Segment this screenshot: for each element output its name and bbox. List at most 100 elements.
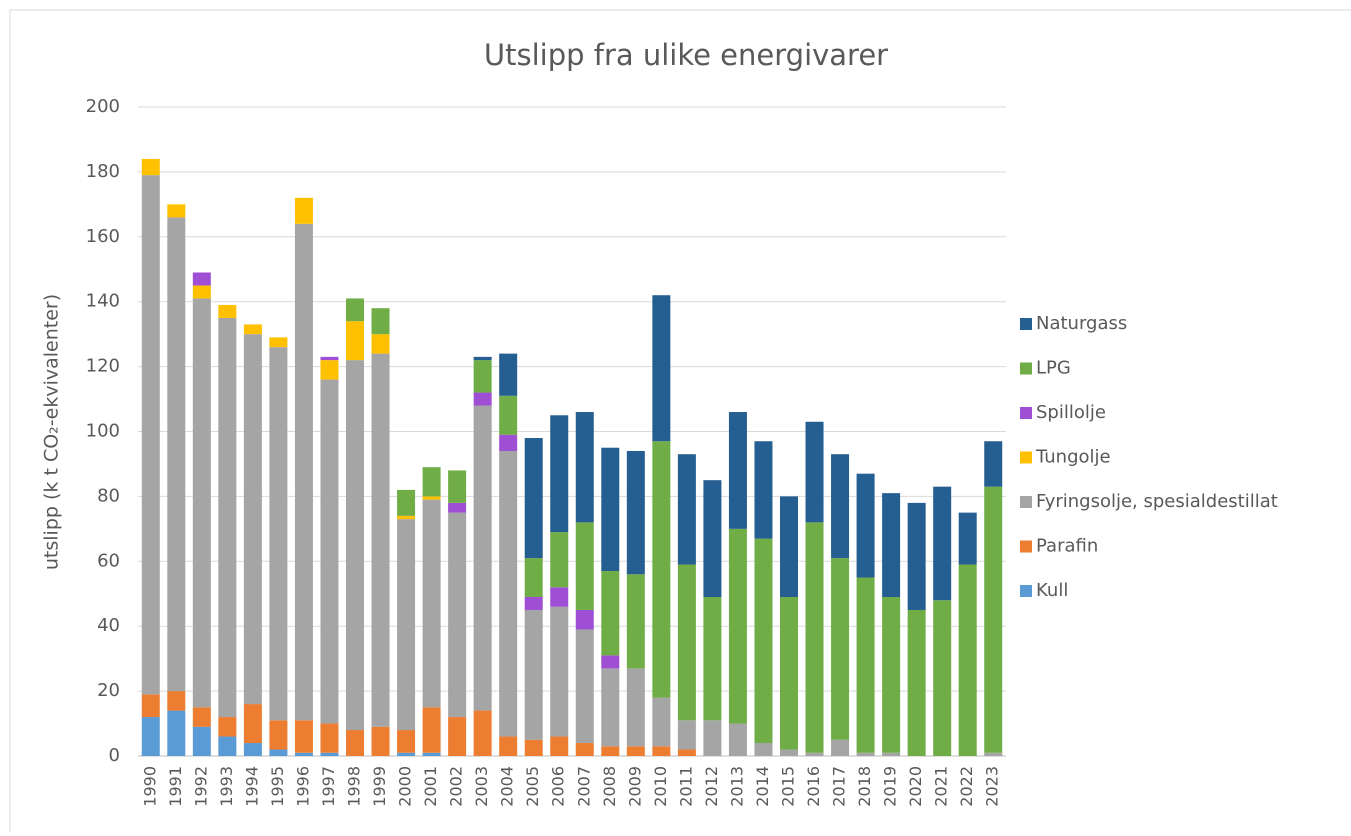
bar-segment bbox=[499, 736, 518, 756]
bar-segment bbox=[601, 668, 620, 747]
x-tick-label: 2003 bbox=[472, 766, 491, 807]
bar-segment bbox=[473, 356, 492, 361]
x-tick-label: 1999 bbox=[370, 766, 389, 807]
bar-segment bbox=[397, 519, 416, 731]
x-tick-label: 2023 bbox=[983, 766, 1002, 807]
bar-segment bbox=[422, 752, 441, 756]
bar-segment bbox=[907, 609, 926, 756]
bar-segment bbox=[652, 441, 671, 698]
x-tick-label: 2017 bbox=[830, 766, 849, 807]
bar-segment bbox=[397, 489, 416, 516]
bar-segment bbox=[243, 334, 262, 705]
bar-segment bbox=[677, 749, 696, 756]
legend-swatch bbox=[1020, 540, 1032, 553]
bar-segment bbox=[499, 450, 518, 737]
bar-segment bbox=[320, 360, 339, 380]
x-tick-label: 2020 bbox=[906, 766, 925, 807]
bar-segment bbox=[218, 736, 237, 756]
bar-segment bbox=[728, 528, 747, 724]
legend-label: LPG bbox=[1036, 358, 1071, 379]
bar-segment bbox=[550, 587, 569, 607]
bar-segment bbox=[575, 743, 594, 756]
bar-segment bbox=[192, 707, 211, 727]
bar-segment bbox=[677, 720, 696, 750]
x-tick-label: 2014 bbox=[753, 766, 772, 807]
bar-segment bbox=[984, 752, 1003, 756]
legend-swatch bbox=[1020, 451, 1032, 464]
bar-segment bbox=[550, 606, 569, 737]
y-tick-label: 160 bbox=[86, 226, 120, 247]
bar-segment bbox=[754, 743, 773, 756]
bar-segment bbox=[856, 473, 875, 578]
bar-segment bbox=[933, 600, 952, 756]
x-tick-label: 2012 bbox=[702, 766, 721, 807]
x-tick-label: 1997 bbox=[319, 766, 338, 807]
bar-segment bbox=[422, 467, 441, 497]
bar-segment bbox=[831, 739, 850, 756]
bar-segment bbox=[192, 298, 211, 708]
y-tick-label: 140 bbox=[86, 291, 120, 312]
bar-segment bbox=[269, 749, 288, 756]
x-tick-label: 2009 bbox=[625, 766, 644, 807]
bar-segment bbox=[422, 496, 441, 500]
bar-segment bbox=[703, 596, 722, 721]
bar-segment bbox=[371, 308, 390, 335]
bar-segment bbox=[294, 720, 313, 753]
bar-segment bbox=[167, 710, 186, 756]
bar-segment bbox=[601, 447, 620, 572]
bar-segment bbox=[677, 454, 696, 565]
bar-segment bbox=[626, 668, 645, 747]
bar-segment bbox=[780, 496, 798, 597]
bar-segment bbox=[550, 415, 569, 533]
x-tick-label: 2006 bbox=[549, 766, 568, 807]
bar-segment bbox=[473, 710, 492, 756]
legend-label: Kull bbox=[1036, 580, 1068, 601]
x-tick-label: 1993 bbox=[217, 766, 236, 807]
bar-segment bbox=[652, 295, 671, 442]
legend-label: Fyringsolje, spesialdestillat bbox=[1036, 491, 1278, 512]
x-tick-label: 2022 bbox=[957, 766, 976, 807]
bar-segment bbox=[575, 629, 594, 744]
x-tick-label: 2013 bbox=[727, 766, 746, 807]
bar-segment bbox=[601, 571, 620, 656]
bar-segment bbox=[141, 717, 160, 756]
bar-segment bbox=[448, 717, 467, 756]
bar-segment bbox=[524, 609, 543, 740]
bar-segment bbox=[550, 736, 569, 756]
bar-segment bbox=[346, 730, 364, 756]
legend-label: Parafin bbox=[1036, 536, 1098, 557]
bar-segment bbox=[831, 558, 850, 740]
bar-segment bbox=[805, 752, 824, 756]
bar-segment bbox=[167, 204, 186, 218]
bar-segment bbox=[397, 730, 416, 753]
bar-segment bbox=[575, 522, 594, 610]
bar-segment bbox=[626, 574, 645, 669]
bar-segment bbox=[269, 347, 288, 721]
legend-swatch bbox=[1020, 318, 1032, 330]
bar-segment bbox=[243, 324, 262, 335]
bar-segment bbox=[652, 697, 671, 747]
y-tick-label: 40 bbox=[97, 615, 120, 636]
bar-segment bbox=[728, 412, 747, 529]
bar-segment bbox=[856, 752, 875, 756]
y-tick-label: 60 bbox=[97, 550, 120, 571]
x-tick-label: 2001 bbox=[421, 766, 440, 807]
bar-segment bbox=[141, 158, 160, 176]
x-tick-label: 2005 bbox=[523, 766, 542, 807]
bar-segment bbox=[294, 752, 313, 756]
x-tick-label: 2002 bbox=[447, 766, 466, 807]
bar-segment bbox=[984, 441, 1003, 487]
bar-segment bbox=[346, 360, 364, 731]
x-tick-label: 1991 bbox=[166, 766, 185, 807]
bar-segment bbox=[448, 512, 467, 718]
bar-segment bbox=[882, 596, 901, 753]
bar-segment bbox=[218, 304, 237, 318]
bar-segment bbox=[677, 564, 696, 721]
x-tick-label: 2007 bbox=[574, 766, 593, 807]
bar-segment bbox=[397, 515, 416, 520]
x-tick-label: 1995 bbox=[268, 766, 287, 807]
y-axis-label: utslipp (k t CO₂-ekvivalenter) bbox=[41, 294, 63, 570]
bar-segment bbox=[728, 723, 747, 756]
bar-segment bbox=[473, 360, 492, 393]
legend-swatch bbox=[1020, 585, 1032, 597]
